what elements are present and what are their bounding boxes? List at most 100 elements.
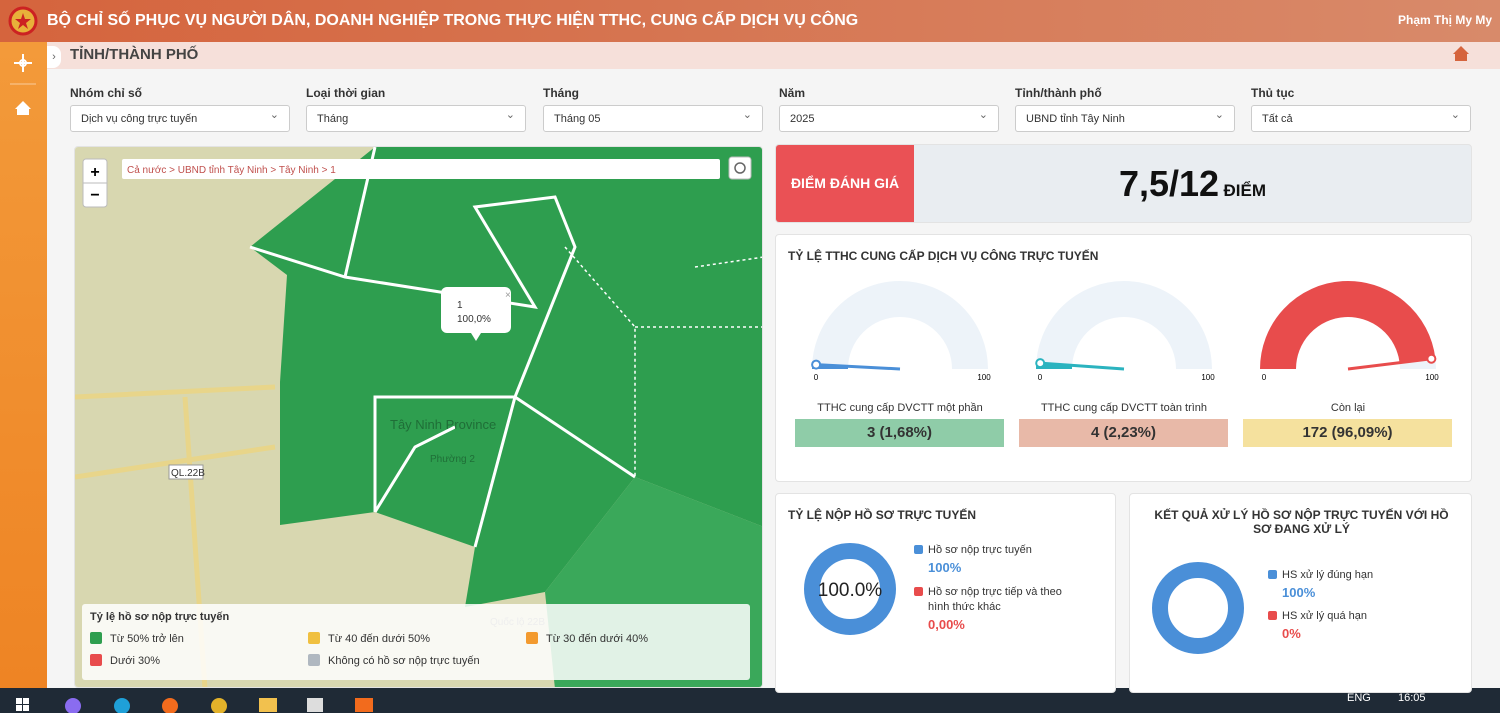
legend-label: Hồ sơ nộp trực tuyến	[928, 544, 1032, 556]
header-title: BỘ CHỈ SỐ PHỤC VỤ NGƯỜI DÂN, DOANH NGHIỆ…	[47, 12, 859, 29]
language[interactable]: ENG	[1347, 692, 1371, 704]
donut-ring	[1152, 562, 1244, 654]
gauge-value: 4 (2,23%)	[1019, 419, 1228, 447]
breadcrumb[interactable]: Cả nước > UBND tỉnh Tây Ninh > Tây Ninh …	[127, 164, 336, 176]
zoom-out[interactable]: −	[90, 187, 99, 204]
donut-panel: TỶ LỆ NỘP HỒ SƠ TRỰC TUYẾN 100.0% Hồ sơ nộ…	[775, 493, 1116, 693]
filter-select[interactable]: Tất cả	[1251, 102, 1471, 132]
gauge-label: Còn lại	[1331, 402, 1365, 414]
legend-swatch	[308, 654, 320, 666]
legend-swatch	[914, 587, 923, 596]
gauge-needle	[1040, 361, 1125, 371]
filter-select[interactable]: UBND tỉnh Tây Ninh	[1015, 102, 1235, 132]
home-icon[interactable]	[1452, 45, 1470, 63]
legend-value: 0%	[1282, 626, 1301, 641]
legend-label: HS xử lý đúng hạn	[1282, 569, 1373, 581]
legend-label: Hồ sơ nộp trực tiếp và theo hình thức khá…	[928, 586, 1062, 613]
legend-label: Từ 50% trở lên	[110, 633, 184, 645]
place-label: Phường 2	[430, 454, 475, 465]
gauge-min: 0	[814, 373, 819, 382]
filter-select[interactable]: Tháng	[306, 102, 526, 132]
legend-label: HS xử lý quá hạn	[1282, 610, 1367, 622]
gauge-max: 100	[977, 373, 991, 382]
donut: HS xử lý đúng hạn 100% HS xử lý quá hạn 0%	[1152, 562, 1373, 654]
gauge-min: 0	[1038, 373, 1043, 382]
score-label: ĐIỂM ĐÁNH GIÁ	[776, 145, 914, 222]
gauge-max: 100	[1201, 373, 1215, 382]
user-name[interactable]: Phạm Thị My My	[1397, 13, 1492, 27]
donut-panel: KẾT QUẢ XỬ LÝ HỒ SƠ NỘP TRỰC TUYẾN VỚI H…	[1129, 493, 1472, 693]
filter-label: Tháng	[543, 86, 579, 100]
popup-text: 1	[457, 300, 463, 311]
legend-label-line: Hồ sơ nộp trực tiếp và theo	[928, 586, 1062, 598]
legend-label: Không có hồ sơ nộp trực tuyến	[328, 655, 480, 667]
donut-title: TỶ LỆ NỘP HỒ SƠ TRỰC TUYẾN	[788, 508, 976, 522]
donut: 100.0% Hồ sơ nộp trực tuyến 100% Hồ sơ nộp …	[804, 543, 1062, 635]
filter-label: Loại thời gian	[306, 86, 386, 100]
legend-label: Từ 40 đến dưới 50%	[328, 633, 430, 645]
legend-swatch	[1268, 611, 1277, 620]
gauge-fill	[1260, 281, 1436, 370]
clock[interactable]: 16:05	[1398, 692, 1426, 704]
page-title: TỈNH/THÀNH PHỐ	[70, 46, 199, 63]
svg-text:×: ×	[505, 290, 511, 301]
gauge-panel: TỶ LỆ TTHC CUNG CẤP DỊCH VỤ CÔNG TRỰC TU…	[775, 234, 1472, 482]
legend-label: Từ 30 đến dưới 40%	[546, 633, 648, 645]
gauge-label: TTHC cung cấp DVCTT toàn trình	[1041, 402, 1207, 414]
map-panel: + − × Cả nước > UBND tỉnh Tây Ninh > Tây…	[74, 146, 763, 688]
gauge-max: 100	[1425, 373, 1439, 382]
gauge-track	[1036, 281, 1212, 370]
filter-label: Nhóm chỉ số	[70, 86, 143, 100]
legend-value: 100%	[928, 560, 962, 575]
gauge-label: TTHC cung cấp DVCTT một phần	[817, 402, 982, 414]
legend-label: Dưới 30%	[110, 655, 160, 667]
donut-ring	[804, 543, 896, 635]
gauge-value: 172 (96,09%)	[1243, 419, 1452, 447]
sidebar	[0, 42, 47, 688]
road-badge	[168, 464, 204, 480]
legend-swatch	[90, 632, 102, 644]
donut-center: 100.0%	[818, 580, 883, 601]
filter-label: Năm	[779, 86, 806, 100]
legend-swatch	[914, 545, 923, 554]
legend-swatch	[308, 632, 320, 644]
header: BỘ CHỈ SỐ PHỤC VỤ NGƯỜI DÂN, DOANH NGHIỆ…	[0, 0, 1500, 42]
gauge-min: 0	[1262, 373, 1267, 382]
legend-label-line: hình thức khác	[928, 601, 1001, 613]
score-value: 7,5/12	[1118, 163, 1220, 204]
popup-text: 100,0%	[457, 314, 491, 325]
sidebar-toggle[interactable]: ›	[47, 46, 61, 68]
legend-swatch	[1268, 570, 1277, 579]
score-unit: ĐIỂM	[1223, 181, 1267, 200]
map[interactable]: + − × Cả nước > UBND tỉnh Tây Ninh > Tây…	[75, 147, 763, 688]
gauge-track	[812, 281, 988, 370]
filter-label: Thủ tục	[1251, 86, 1295, 100]
legend-swatch	[90, 654, 102, 666]
gauge-title: TỶ LỆ TTHC CUNG CẤP DỊCH VỤ CÔNG TRỰC TU…	[788, 249, 1099, 263]
score: 7,5/12 ĐIỂM	[914, 145, 1471, 222]
gauges: 0 100 TTHC cung cấp DVCTT một phần 0 100 TTHC…	[811, 281, 1439, 414]
place-label: QL.22B	[171, 468, 205, 479]
zoom-in[interactable]: +	[90, 164, 99, 181]
gauge-value: 3 (1,68%)	[795, 419, 1004, 447]
place-label: Tây Ninh Province	[390, 417, 496, 432]
sidebar-icons[interactable]	[10, 52, 36, 132]
filter-select[interactable]: 2025	[779, 102, 999, 132]
gauge-needle	[816, 363, 901, 371]
place-label: Quốc lộ 22B	[490, 616, 545, 628]
subheader: › TỈNH/THÀNH PHỐ	[47, 42, 1500, 69]
gauge-pivot	[811, 359, 822, 370]
gauge-pivot	[1426, 353, 1437, 364]
gauge-pivot	[1035, 358, 1046, 369]
filter-select[interactable]: Dịch vụ công trực tuyến	[70, 102, 290, 132]
filter-label: Tỉnh/thành phố	[1015, 86, 1102, 100]
legend-swatch	[526, 632, 538, 644]
legend-title: Tỷ lệ hồ sơ nộp trực tuyến	[90, 611, 230, 623]
gauge-needle	[1347, 357, 1432, 371]
donut-title: KẾT QUẢ XỬ LÝ HỒ SƠ NỘP TRỰC TUYẾN VỚI H…	[1154, 508, 1449, 536]
score-panel: ĐIỂM ĐÁNH GIÁ 7,5/12 ĐIỂM	[775, 144, 1472, 223]
filter-select[interactable]: Tháng 05	[543, 102, 763, 132]
taskbar-icons[interactable]	[16, 694, 416, 713]
legend-value: 100%	[1282, 585, 1316, 600]
